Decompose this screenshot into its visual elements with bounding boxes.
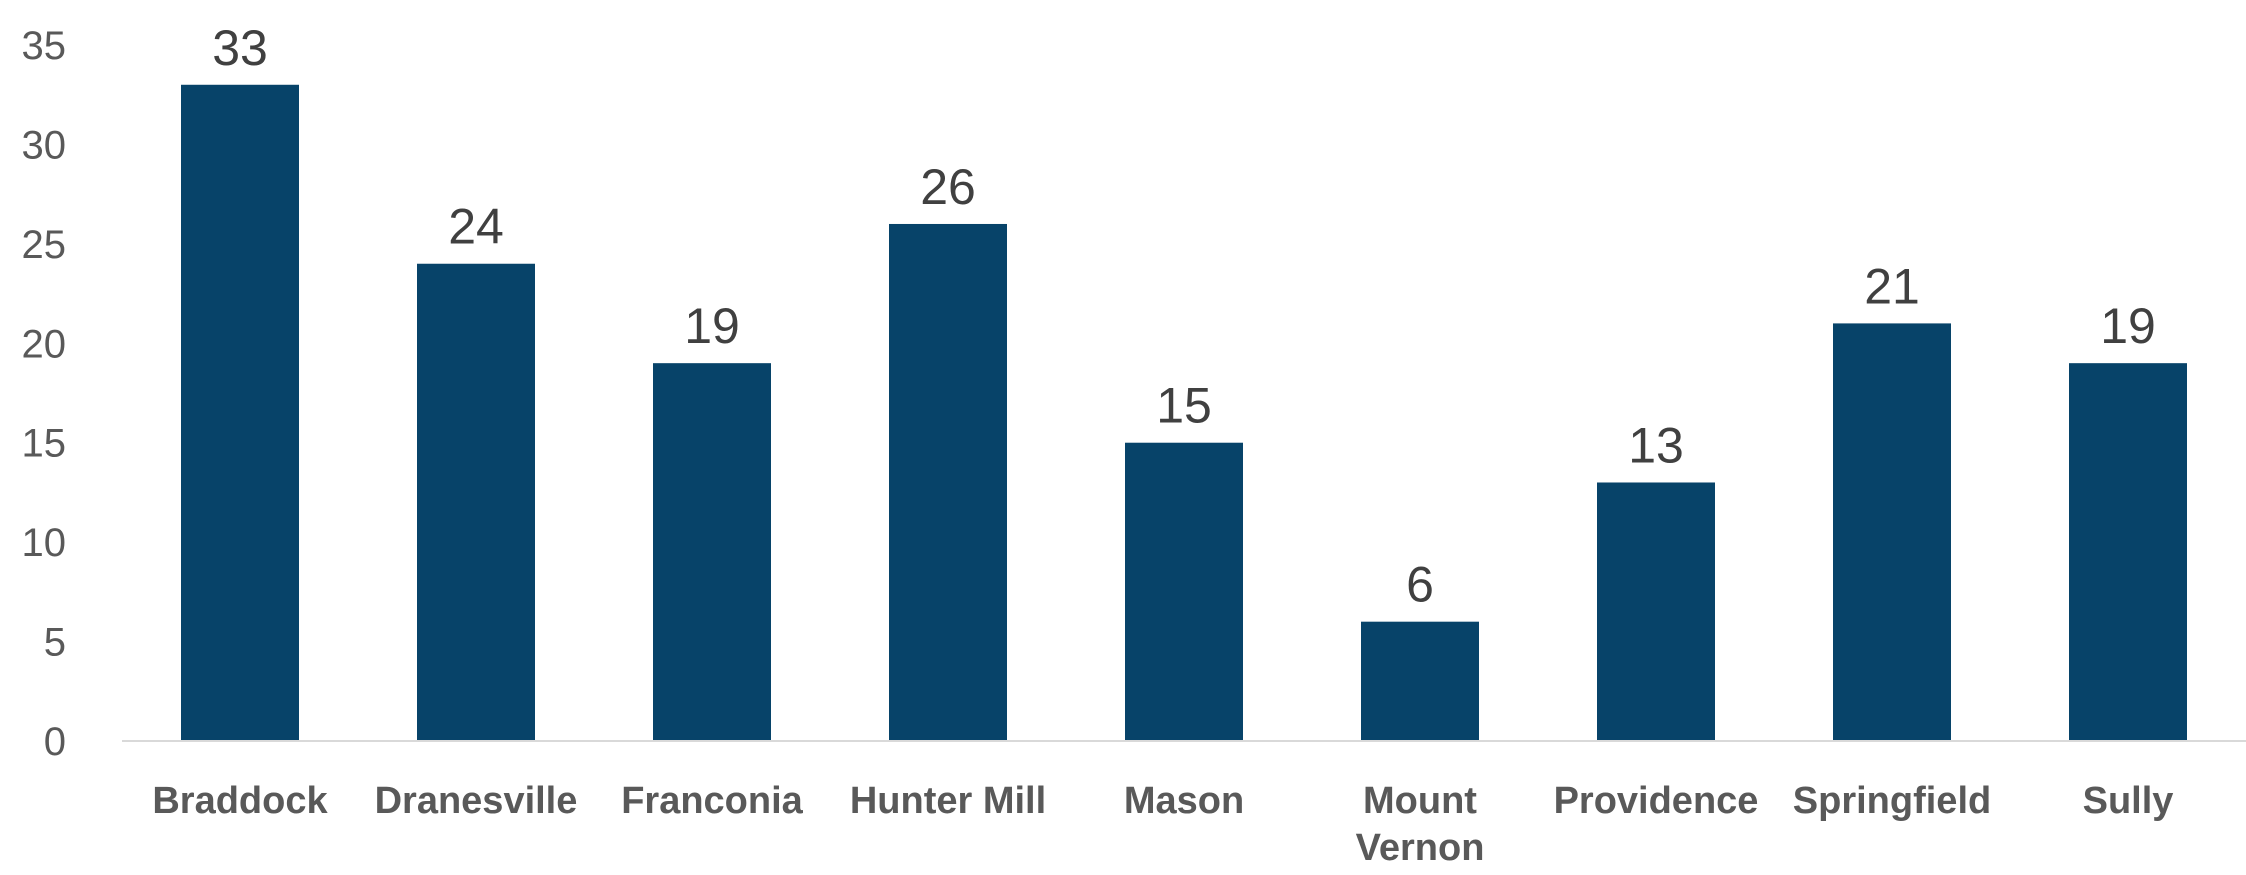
x-tick-label: Hunter Mill — [850, 780, 1046, 822]
bar — [1597, 482, 1715, 741]
y-tick-label: 5 — [44, 621, 66, 665]
x-tick-label: Dranesville — [375, 780, 578, 822]
bar — [653, 363, 771, 741]
y-tick-label: 20 — [22, 322, 67, 366]
x-tick-label: Franconia — [621, 780, 803, 822]
x-tick-label: Braddock — [152, 780, 328, 822]
data-labels: 33 24 19 26 15 6 13 21 19 — [212, 20, 2156, 613]
data-label: 19 — [2100, 298, 2156, 354]
data-label: 6 — [1406, 557, 1434, 613]
bar — [417, 263, 535, 741]
x-tick-label: Mason — [1124, 780, 1244, 822]
y-tick-label: 15 — [22, 422, 67, 466]
bar — [1361, 621, 1479, 741]
data-label: 33 — [212, 20, 268, 76]
data-label: 13 — [1628, 417, 1684, 473]
x-tick-label: Sully — [2083, 780, 2174, 822]
x-tick-label: Mount Vernon — [1356, 780, 1485, 869]
data-label: 26 — [920, 159, 976, 215]
bar — [1125, 442, 1243, 741]
data-label: 21 — [1864, 258, 1920, 314]
y-tick-label: 35 — [22, 24, 67, 68]
data-label: 24 — [448, 199, 504, 255]
y-tick-label: 25 — [22, 223, 67, 267]
bar — [2069, 363, 2187, 741]
data-label: 15 — [1156, 378, 1212, 434]
bar — [1833, 323, 1951, 741]
x-axis-labels: Braddock Dranesville Franconia Hunter Mill M… — [152, 780, 2173, 869]
data-label: 19 — [684, 298, 740, 354]
y-tick-label: 0 — [44, 720, 66, 764]
bar — [181, 84, 299, 742]
bar — [889, 223, 1007, 741]
x-tick-label: Springfield — [1793, 780, 1991, 822]
y-tick-label: 30 — [22, 123, 67, 167]
y-axis: 0 5 10 15 20 25 30 35 — [22, 24, 67, 764]
bars — [181, 84, 2187, 742]
y-tick-label: 10 — [22, 521, 67, 565]
x-tick-label: Providence — [1554, 780, 1759, 822]
